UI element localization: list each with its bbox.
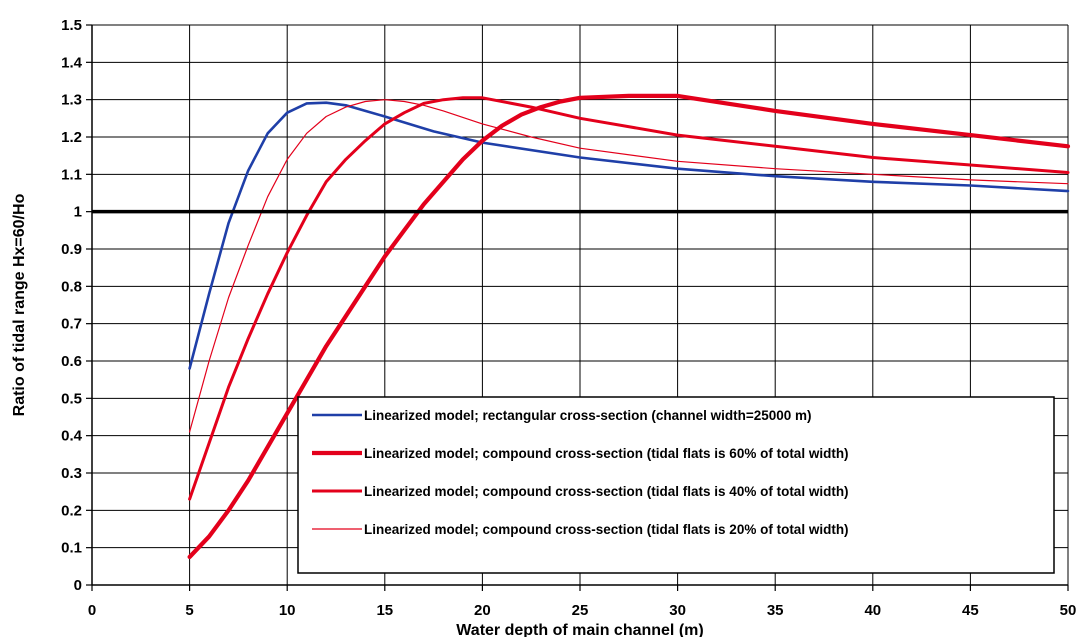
legend-label-1: Linearized model; rectangular cross-sect… bbox=[364, 408, 812, 423]
y-tick-label: 0.4 bbox=[61, 428, 83, 445]
y-tick-label: 0.8 bbox=[61, 278, 82, 295]
y-tick-label: 0.1 bbox=[61, 540, 82, 557]
x-tick-label: 40 bbox=[864, 602, 881, 619]
x-tick-label: 25 bbox=[572, 602, 589, 619]
legend-box bbox=[297, 396, 1055, 574]
y-tick-label: 0.7 bbox=[61, 316, 82, 333]
legend-label-3: Linearized model; compound cross-section… bbox=[364, 484, 849, 499]
y-tick-label: 0.3 bbox=[61, 465, 82, 482]
x-axis-label: Water depth of main channel (m) bbox=[456, 622, 703, 637]
y-axis-label: Ratio of tidal range Hx=60/Ho bbox=[11, 193, 28, 416]
y-tick-label: 1.1 bbox=[61, 166, 82, 183]
y-tick-label: 1.5 bbox=[61, 17, 82, 34]
series-line-2 bbox=[187, 93, 1071, 560]
series-line-1 bbox=[188, 101, 1070, 370]
y-tick-label: 1.3 bbox=[61, 92, 82, 109]
x-tick-label: 30 bbox=[669, 602, 686, 619]
y-tick-label: 1.4 bbox=[61, 54, 83, 71]
series-line-3 bbox=[188, 96, 1070, 501]
y-tick-label: 0 bbox=[74, 577, 82, 594]
x-tick-label: 20 bbox=[474, 602, 491, 619]
y-tick-label: 0.5 bbox=[61, 390, 82, 407]
y-tick-label: 0.9 bbox=[61, 241, 82, 258]
series-line-4 bbox=[189, 99, 1069, 433]
legend-label-2: Linearized model; compound cross-section… bbox=[364, 446, 849, 461]
y-tick-label: 0.2 bbox=[61, 502, 82, 519]
y-tick-label: 1 bbox=[74, 204, 82, 221]
y-tick-label: 0.6 bbox=[61, 353, 82, 370]
x-tick-label: 5 bbox=[185, 602, 193, 619]
x-tick-label: 50 bbox=[1060, 602, 1077, 619]
y-tick-label: 1.2 bbox=[61, 129, 82, 146]
x-tick-label: 35 bbox=[767, 602, 784, 619]
x-tick-label: 0 bbox=[88, 602, 96, 619]
legend: Linearized model; rectangular cross-sect… bbox=[297, 396, 1055, 574]
x-tick-label: 10 bbox=[279, 602, 296, 619]
legend-label-4: Linearized model; compound cross-section… bbox=[364, 522, 849, 537]
x-tick-label: 45 bbox=[962, 602, 979, 619]
x-tick-label: 15 bbox=[376, 602, 393, 619]
